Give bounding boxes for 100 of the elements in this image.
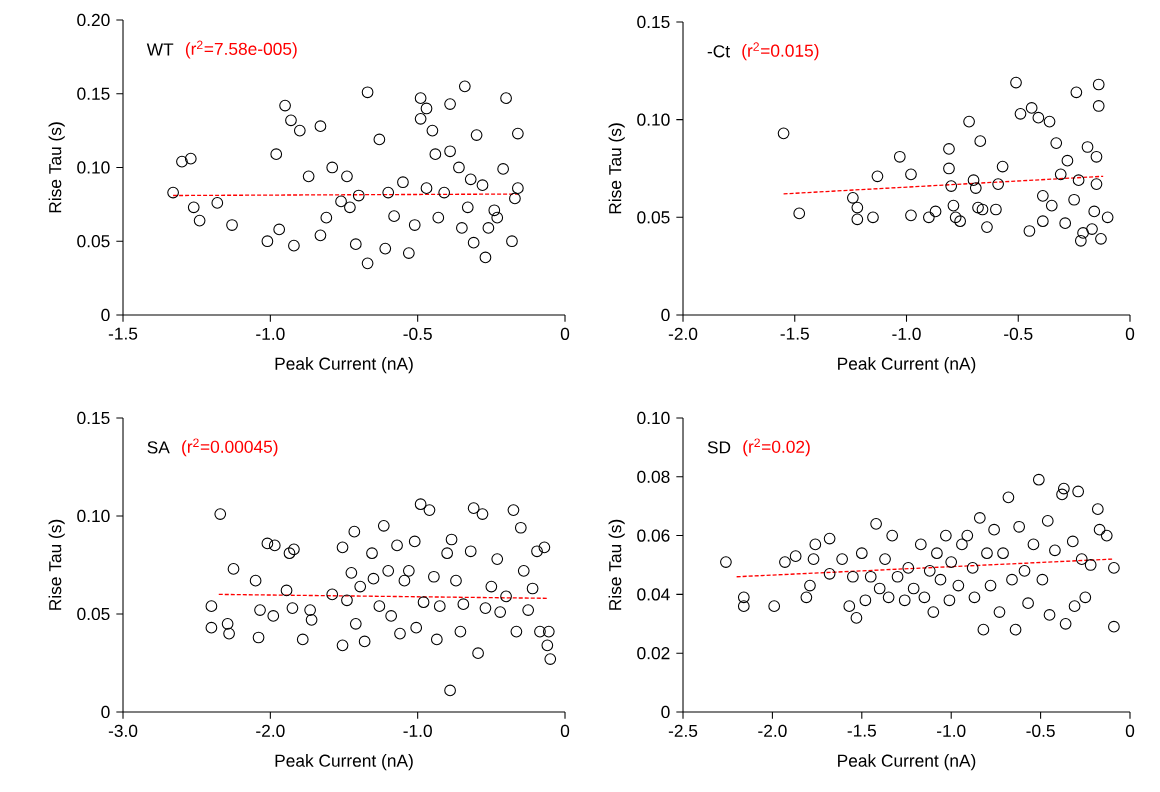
point [851,213,864,226]
y-tick-label: 0.04 [637,588,670,601]
point [969,182,982,194]
point [943,143,955,155]
x-tick-label: -2.0 [758,724,787,737]
point [793,207,806,220]
y-tick-label: 0.10 [637,113,670,126]
y-tick-label: 0.20 [77,13,110,27]
point [996,160,1009,173]
point [943,162,955,175]
point [972,201,984,214]
point [947,199,960,212]
y-tick-label: 0.06 [637,529,670,542]
point [1045,199,1058,212]
point [1092,78,1105,91]
y-tick-label: 0.10 [637,411,670,425]
point [992,178,1005,190]
point [1077,227,1089,239]
y-tick-label: 0 [661,308,670,322]
point [981,221,993,233]
x-tick-label: -1.5 [847,724,877,737]
y-tick-label: 0.15 [637,15,670,29]
x-tick-label: -2.5 [668,724,698,737]
point [990,203,1002,216]
y-tick-label: 0.10 [77,509,110,523]
x-tick-label: 0 [560,327,570,340]
y-tick-label: 0.05 [77,235,110,248]
point [1054,168,1067,181]
text: -Ct [707,45,730,58]
point [1050,137,1063,149]
point [1092,100,1105,112]
point [1032,111,1045,124]
y-tick-label: 0 [101,308,110,322]
y-tick-label: 0 [661,705,670,719]
x-tick-label: 0 [1125,327,1135,340]
y-tick-label: 0.05 [637,211,670,224]
point [1081,141,1094,153]
point [851,201,864,214]
point [1090,150,1103,163]
x-tick-label: 0 [560,724,570,737]
point [949,211,962,224]
text: SD [707,441,731,454]
y-tick-label: 0.08 [637,470,670,483]
point [1036,215,1049,228]
point [1088,205,1101,218]
x-tick-label: -1.0 [403,724,432,737]
point [1043,115,1056,128]
y-axis-title: Rise Tau (s) [608,519,625,610]
x-tick-label: 0 [1125,724,1135,737]
point [867,211,879,224]
text: SA [147,441,170,454]
point [1070,86,1083,99]
annotation: (r$^{2}$=0.015) [742,42,819,61]
x-tick-label: -1.5 [108,327,138,340]
point [1010,76,1022,89]
x-tick-label: -0.5 [1026,724,1055,737]
point [929,205,942,218]
x-axis-title: Peak Current (nA) [838,357,976,374]
x-axis-title: Peak Current (nA) [275,357,413,374]
point [1068,193,1080,206]
x-tick-label: -1.0 [256,327,285,340]
y-tick-label: 0.15 [77,411,110,425]
point [1023,225,1036,237]
text: WT [146,43,174,56]
annotation: (r$^{2}$=0.00045) [182,438,278,457]
point [954,215,967,228]
y-axis-title: Rise Tau (s) [48,519,65,610]
point [905,209,917,222]
point [1086,223,1098,235]
x-tick-label: -2.0 [668,327,698,340]
point [846,191,859,204]
point [893,150,906,163]
point [976,203,989,216]
point [1061,154,1074,167]
y-tick-label: 0.05 [77,607,110,621]
x-tick-label: -1.0 [937,724,966,737]
point [963,115,975,128]
point [1090,178,1103,190]
point [1074,234,1087,247]
point [1095,232,1107,245]
y-tick-label: 0.10 [77,161,110,174]
x-axis-title: Peak Current (nA) [275,754,413,771]
point [905,168,917,181]
annotation: (r$^{2}$=7.58e-005) [185,40,297,59]
point [1025,102,1038,114]
point [974,135,987,148]
x-tick-label: -0.5 [1004,327,1033,340]
point [777,127,790,140]
x-tick-label: -0.5 [403,327,432,340]
point [945,180,958,192]
y-axis-title: Rise Tau (s) [608,123,625,214]
point [1014,107,1027,120]
point [967,174,980,187]
y-tick-label: 0 [101,705,110,719]
annotation: (r$^{2}$=0.02) [743,438,810,457]
x-tick-label: -3.0 [108,724,138,737]
x-axis-title: Peak Current (nA) [838,754,976,771]
point [1059,217,1072,230]
point [1072,174,1085,187]
y-axis-title: Rise Tau (s) [48,122,65,213]
